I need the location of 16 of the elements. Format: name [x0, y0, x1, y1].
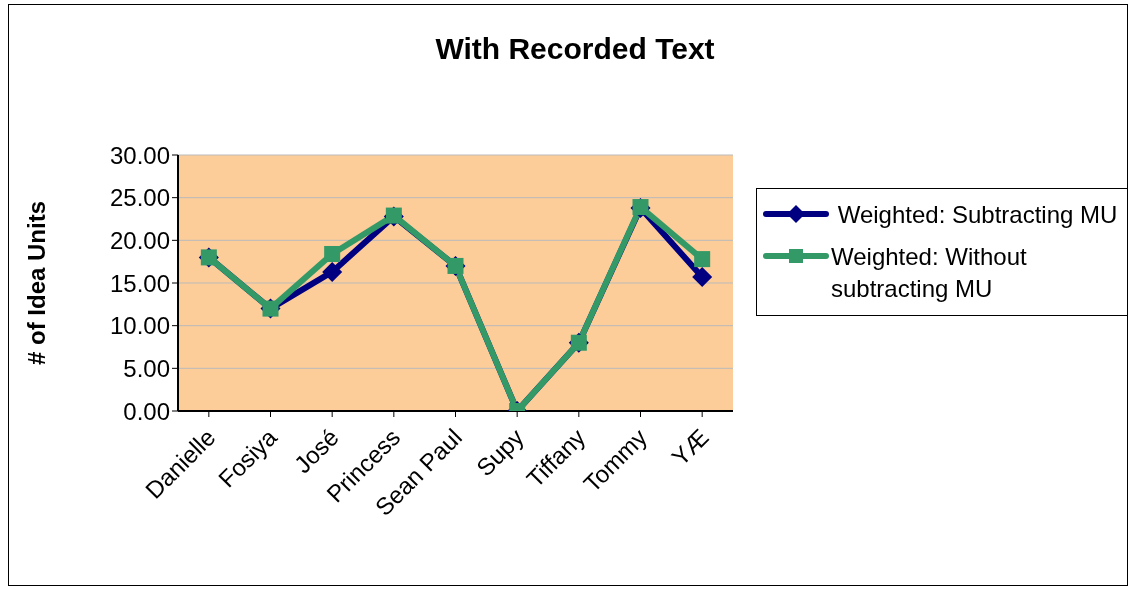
- y-tick-label: 15.00: [109, 269, 170, 297]
- y-axis-title: # of Idea Units: [22, 200, 50, 366]
- y-tick-label: 5.00: [123, 354, 170, 382]
- y-tick-label: 30.00: [109, 141, 170, 169]
- y-tick-label: 25.00: [109, 184, 170, 212]
- point: [694, 251, 711, 268]
- point: [324, 245, 341, 262]
- y-tick-label: 20.00: [109, 226, 170, 254]
- y-tick-label: 0.00: [123, 397, 170, 425]
- point: [692, 267, 713, 288]
- legend-label: Weighted: Subtracting MU: [836, 200, 1118, 230]
- point: [322, 261, 343, 282]
- x-tick-label: YÆ: [666, 423, 714, 471]
- chart-title: With Recorded Text: [434, 32, 716, 66]
- y-tick-label: 10.00: [109, 312, 170, 340]
- legend-label: Weighted: Without subtracting MU: [831, 242, 1028, 304]
